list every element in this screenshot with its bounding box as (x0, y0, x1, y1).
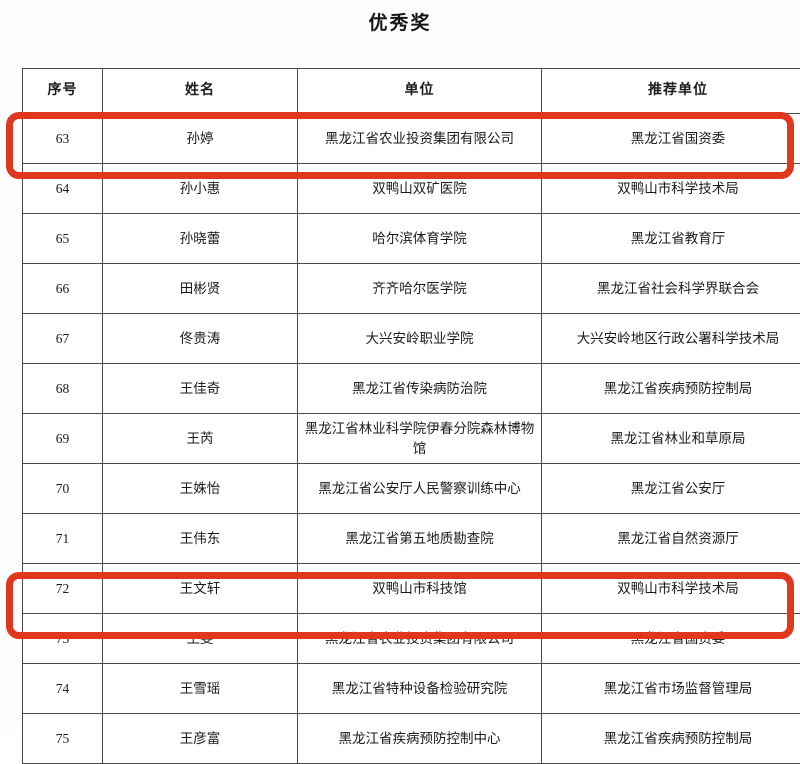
cell-no: 75 (23, 714, 103, 764)
cell-org: 黑龙江省农业投资集团有限公司 (298, 614, 542, 664)
cell-org: 齐齐哈尔医学院 (298, 264, 542, 314)
cell-name: 王雯 (103, 614, 298, 664)
cell-name: 王文轩 (103, 564, 298, 614)
cell-name: 王雪瑶 (103, 664, 298, 714)
cell-name: 孙小惠 (103, 164, 298, 214)
cell-no: 67 (23, 314, 103, 364)
cell-rec: 黑龙江省自然资源厅 (542, 514, 800, 564)
cell-org: 哈尔滨体育学院 (298, 214, 542, 264)
cell-name: 王姝怡 (103, 464, 298, 514)
cell-rec: 大兴安岭地区行政公署科学技术局 (542, 314, 800, 364)
cell-org: 黑龙江省公安厅人民警察训练中心 (298, 464, 542, 514)
cell-rec: 黑龙江省教育厅 (542, 214, 800, 264)
cell-rec: 黑龙江省国资委 (542, 614, 800, 664)
cell-rec: 黑龙江省社会科学界联合会 (542, 264, 800, 314)
cell-rec: 黑龙江省疾病预防控制局 (542, 714, 800, 764)
table-header: 序号 姓名 单位 推荐单位 (23, 69, 800, 114)
cell-name: 孙晓蕾 (103, 214, 298, 264)
cell-org: 黑龙江省特种设备检验研究院 (298, 664, 542, 714)
column-header-org: 单位 (298, 69, 542, 114)
cell-no: 74 (23, 664, 103, 714)
cell-org: 黑龙江省疾病预防控制中心 (298, 714, 542, 764)
cell-org: 黑龙江省农业投资集团有限公司 (298, 114, 542, 164)
cell-name: 田彬贤 (103, 264, 298, 314)
cell-rec: 黑龙江省国资委 (542, 114, 800, 164)
cell-org: 大兴安岭职业学院 (298, 314, 542, 364)
cell-no: 66 (23, 264, 103, 314)
cell-no: 64 (23, 164, 103, 214)
cell-name: 王伟东 (103, 514, 298, 564)
cell-org: 双鸭山市科技馆 (298, 564, 542, 614)
column-header-no: 序号 (23, 69, 103, 114)
table-header-row: 序号 姓名 单位 推荐单位 (23, 69, 800, 114)
cell-no: 71 (23, 514, 103, 564)
cell-no: 68 (23, 364, 103, 414)
cell-rec: 黑龙江省疾病预防控制局 (542, 364, 800, 414)
cell-no: 70 (23, 464, 103, 514)
cell-name: 佟贵涛 (103, 314, 298, 364)
cell-no: 73 (23, 614, 103, 664)
column-header-name: 姓名 (103, 69, 298, 114)
cell-no: 65 (23, 214, 103, 264)
cell-no: 63 (23, 114, 103, 164)
cell-org: 黑龙江省传染病防治院 (298, 364, 542, 414)
cell-name: 王芮 (103, 414, 298, 464)
cell-rec: 双鸭山市科学技术局 (542, 164, 800, 214)
cell-rec: 双鸭山市科学技术局 (542, 564, 800, 614)
cell-name: 王彦富 (103, 714, 298, 764)
cell-rec: 黑龙江省公安厅 (542, 464, 800, 514)
cell-name: 孙婷 (103, 114, 298, 164)
column-header-rec: 推荐单位 (542, 69, 800, 114)
cell-rec: 黑龙江省市场监督管理局 (542, 664, 800, 714)
cell-no: 69 (23, 414, 103, 464)
cell-org: 黑龙江省第五地质勘查院 (298, 514, 542, 564)
cell-rec: 黑龙江省林业和草原局 (542, 414, 800, 464)
cell-org: 双鸭山双矿医院 (298, 164, 542, 214)
cell-org: 黑龙江省林业科学院伊春分院森林博物馆 (298, 414, 542, 464)
cell-name: 王佳奇 (103, 364, 298, 414)
page-title: 优秀奖 (0, 8, 800, 35)
cell-no: 72 (23, 564, 103, 614)
